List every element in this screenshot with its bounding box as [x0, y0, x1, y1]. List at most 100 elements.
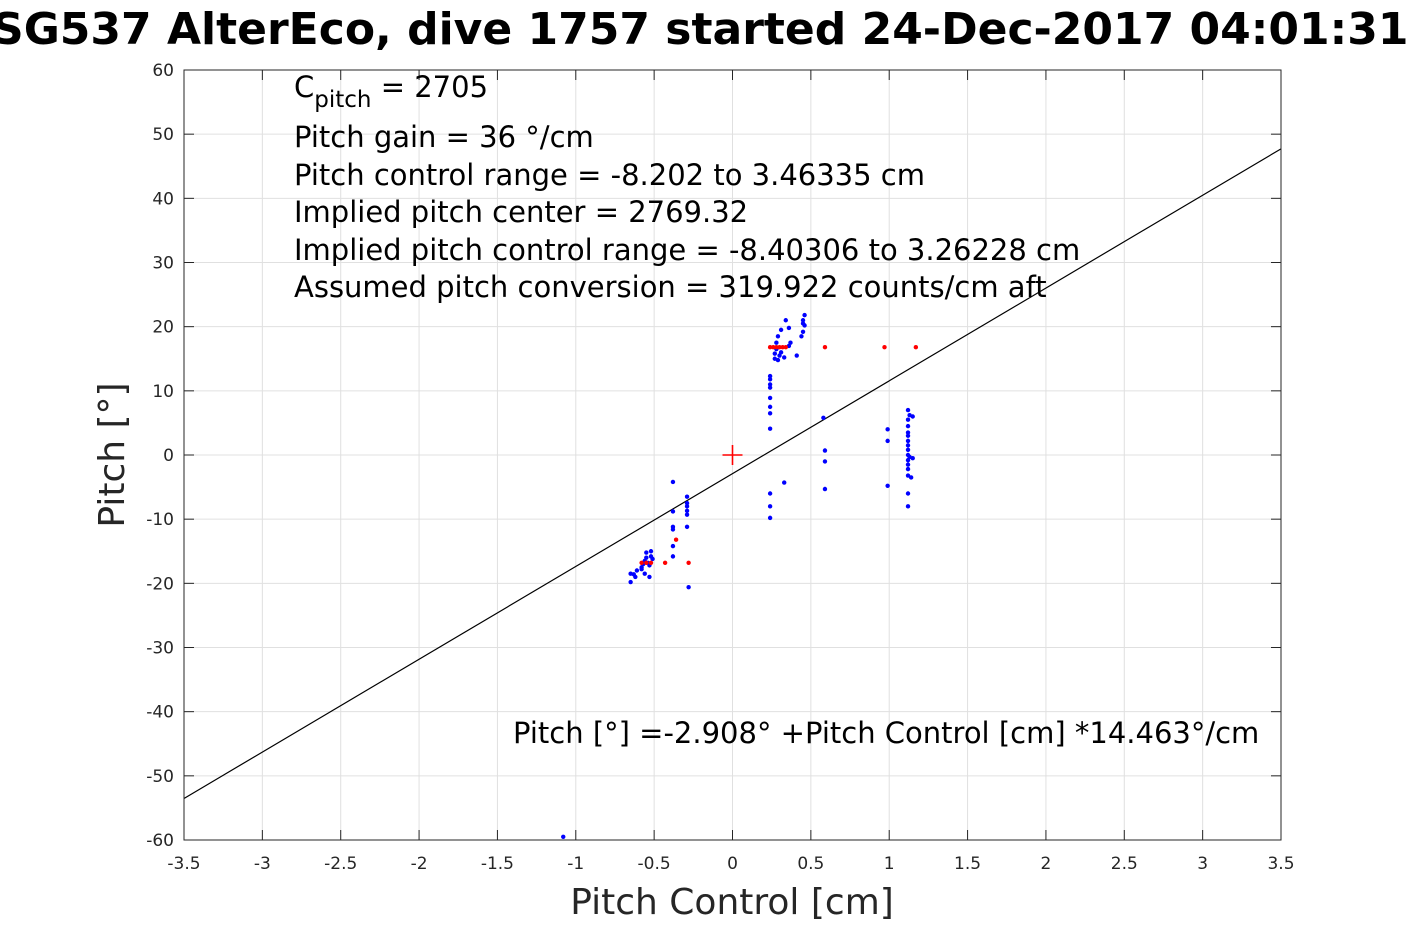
c-pitch-annotation: Cpitch = 2705: [294, 70, 488, 113]
x-axis-label: Pitch Control [cm]: [570, 882, 894, 923]
data-point: [800, 318, 806, 323]
data-point: [767, 491, 773, 496]
data-point: [905, 462, 911, 467]
data-point: [782, 480, 787, 485]
conversion-annotation: Assumed pitch conversion = 319.922 count…: [294, 270, 1047, 304]
data-point: [642, 571, 647, 576]
data-point: [561, 834, 566, 839]
data-point: [910, 414, 915, 419]
y-axis-label: Pitch [°]: [92, 382, 133, 527]
data-point: [684, 524, 690, 530]
data-point: [774, 340, 779, 345]
data-point: [905, 447, 911, 453]
data-point: [799, 334, 804, 339]
data-point: [774, 345, 779, 350]
y-tick-label: -50: [146, 767, 174, 787]
data-point: [644, 550, 649, 555]
pitch-gain-annotation: Pitch gain = 36 °/cm: [294, 120, 594, 154]
data-point: [822, 486, 828, 492]
data-point: [905, 466, 911, 472]
data-point: [821, 415, 826, 420]
data-point: [778, 327, 784, 333]
x-tick-label: 3: [1197, 854, 1208, 874]
data-point: [780, 345, 785, 350]
data-point: [639, 567, 644, 572]
y-tick-label: 50: [152, 125, 174, 145]
data-point: [644, 560, 649, 565]
data-point: [767, 411, 773, 416]
y-tick-label: -40: [146, 703, 174, 723]
data-point: [885, 438, 890, 444]
x-tick-label: -3.5: [167, 854, 200, 874]
c-pitch-subscript: pitch: [314, 87, 371, 113]
data-point: [767, 515, 773, 521]
data-point: [913, 345, 919, 350]
data-point: [633, 574, 638, 580]
data-point: [670, 527, 676, 532]
x-tick-label: 3.5: [1267, 854, 1294, 874]
data-point: [822, 448, 828, 453]
data-point: [767, 382, 773, 387]
data-point: [775, 357, 781, 363]
data-point: [644, 555, 649, 560]
data-point: [885, 427, 890, 432]
data-point: [802, 323, 807, 328]
x-tick-label: -1.5: [481, 854, 514, 874]
data-point: [767, 385, 773, 390]
data-point: [777, 345, 782, 350]
data-point: [767, 377, 773, 382]
data-point: [767, 373, 773, 379]
y-tick-label: -60: [146, 831, 174, 851]
plot-frame: [183, 69, 1282, 841]
data-point: [905, 407, 911, 413]
data-point: [905, 417, 911, 422]
data-point: [794, 353, 799, 358]
data-point: [783, 345, 788, 350]
y-tick-label: -30: [146, 639, 174, 659]
x-tick-label: 0: [727, 854, 738, 874]
data-point: [673, 537, 679, 542]
data-point: [670, 479, 676, 485]
data-point: [684, 512, 690, 517]
data-point: [686, 584, 691, 590]
data-point: [767, 404, 773, 410]
center-marker-group: [722, 445, 743, 465]
data-point: [885, 483, 890, 488]
implied-center-annotation: Implied pitch center = 2769.32: [294, 195, 748, 229]
data-point: [822, 345, 828, 350]
y-tick-label: 20: [152, 318, 174, 338]
data-point: [882, 345, 887, 350]
data-point: [648, 549, 654, 554]
data-point: [684, 508, 690, 514]
data-point: [908, 475, 914, 480]
data-point: [670, 509, 676, 514]
data-point: [800, 329, 806, 334]
y-tick-label: 60: [152, 61, 174, 81]
data-point: [905, 443, 911, 448]
chart-title-container: SG537 AlterEco, dive 1757 started 24-Dec…: [0, 0, 1417, 60]
x-tick-label: 2.5: [1111, 854, 1138, 874]
data-points: [561, 312, 919, 839]
data-point: [670, 554, 676, 559]
data-point: [783, 318, 788, 323]
axis-ticks: -3.5 -3 -2.5 -2 -1.5 -1 -0.5 0 0.5 1 1.5 2 2.5 3 3.5 60…: [146, 61, 1294, 874]
data-point: [684, 504, 690, 509]
data-point: [772, 351, 778, 356]
data-point: [822, 459, 828, 464]
data-point: [905, 491, 911, 496]
data-point: [767, 426, 773, 431]
y-tick-label: 0: [163, 446, 174, 466]
data-point: [684, 500, 690, 506]
x-tick-label: 1: [884, 854, 895, 874]
data-point: [775, 334, 781, 339]
data-point: [767, 345, 773, 350]
fit-equation-annotation: Pitch [°] =-2.908° +Pitch Control [cm] *…: [513, 716, 1259, 750]
data-point: [634, 568, 640, 573]
fit-line-group: [183, 148, 1282, 799]
x-tick-label: -1: [567, 854, 584, 874]
data-point: [905, 504, 911, 509]
c-pitch-symbol: C: [294, 70, 314, 104]
data-point: [670, 543, 676, 549]
y-tick-label: -20: [146, 574, 174, 594]
y-tick-label: 10: [152, 382, 174, 402]
